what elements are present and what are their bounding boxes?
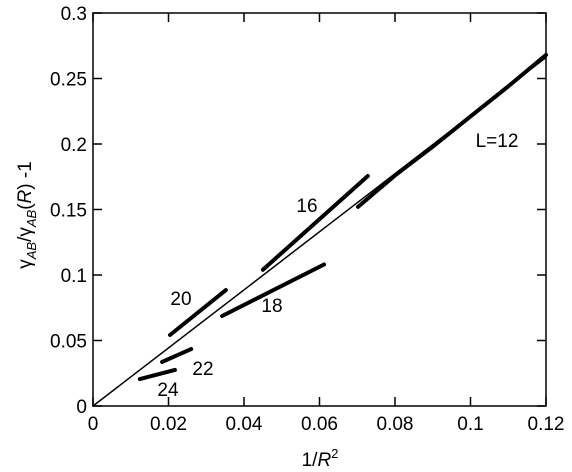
plot-frame (92, 12, 547, 407)
data-line (137, 367, 177, 382)
series-label: 18 (261, 296, 282, 317)
x-label-part: R (317, 450, 331, 471)
series-label: 24 (157, 380, 179, 401)
series-label: 22 (192, 359, 213, 380)
y-label-part: ( (15, 203, 36, 210)
series-label: 16 (296, 196, 317, 217)
x-tick-label: 0.1 (457, 414, 483, 435)
y-tick-label: 0 (76, 397, 87, 418)
y-label-part: AB (24, 242, 39, 261)
y-label-part: /γ (15, 227, 36, 242)
data-line (260, 173, 370, 272)
x-tick-label: 0.12 (528, 414, 565, 435)
data-line (220, 262, 327, 319)
y-tick-label: 0.25 (50, 70, 87, 91)
x-tick-label: 0 (88, 414, 99, 435)
data-line (168, 288, 228, 337)
y-tick-label: 0.2 (61, 135, 87, 156)
y-label-part: AB (24, 209, 39, 228)
x-tick-label: 0.08 (377, 414, 414, 435)
y-axis-label: γAB/γAB(R) -1 (15, 161, 39, 269)
y-tick-label: 0.05 (50, 332, 87, 353)
y-tick-label: 0.15 (50, 201, 87, 222)
data-line (356, 52, 548, 209)
data-line (160, 347, 194, 364)
series-label: L=12 (476, 131, 519, 152)
x-label-part: 1/ (302, 450, 319, 471)
x-tick-label: 0.02 (150, 414, 187, 435)
y-tick-label: 0.3 (61, 4, 87, 25)
x-label-part: 2 (331, 446, 338, 461)
y-label-part: R (15, 189, 36, 203)
x-axis-label: 1/R2 (302, 446, 339, 471)
y-tick-label: 0.1 (61, 266, 87, 287)
y-label-part: ) -1 (15, 161, 36, 190)
series-label: 20 (170, 289, 191, 310)
y-label-part: γ (15, 259, 36, 269)
x-tick-label: 0.04 (226, 414, 263, 435)
x-tick-label: 0.06 (301, 414, 338, 435)
